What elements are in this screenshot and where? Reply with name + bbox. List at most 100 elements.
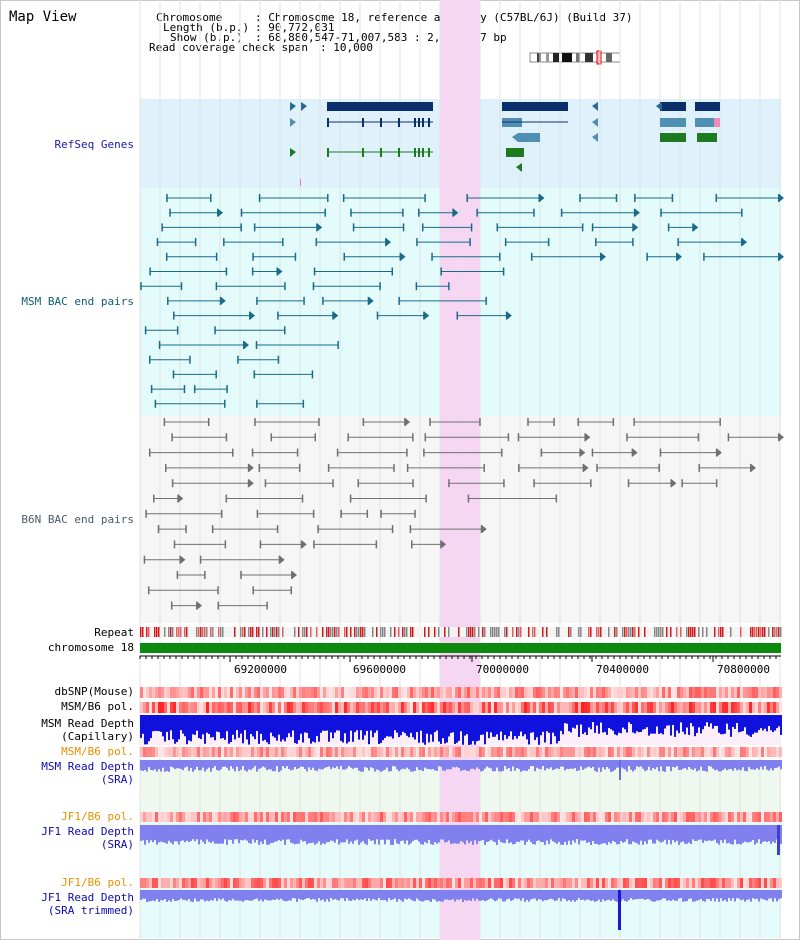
repeat-mark (494, 627, 496, 637)
repeat-mark (638, 627, 640, 637)
msm-pol-cell (452, 702, 455, 713)
msm-bac-end (154, 399, 157, 408)
jf1-pol2-cell (383, 878, 386, 888)
msm-pol-cell (713, 702, 716, 713)
msm-cap-bar (742, 715, 744, 732)
msm-cap-bar (250, 715, 252, 734)
msm-sra-bar (386, 760, 388, 768)
msm-bac-arrow (317, 223, 323, 232)
jf1-trim-bar (340, 890, 342, 899)
msm-pol-cell (395, 702, 398, 713)
msm-pol-cell (209, 702, 212, 713)
jf1-trim-bar (366, 890, 368, 901)
msm-pol2-cell (593, 747, 596, 757)
msm-sra-bar (592, 760, 594, 767)
jf1-read-depth-label: JF1 Read Depth (41, 825, 134, 838)
msm-sra-bar (494, 760, 496, 772)
b6n-bac-arrow (248, 463, 254, 472)
jf1-sra-bar (710, 825, 712, 841)
dbsnp-cell (485, 687, 488, 698)
repeat-mark (356, 627, 358, 637)
msm-pol-cell (641, 702, 644, 713)
msm-sra-bar (376, 760, 378, 770)
jf1-trim-bar (384, 890, 386, 900)
dbsnp-cell (428, 687, 431, 698)
dbsnp-cell (224, 687, 227, 698)
msm-pol-cell (557, 702, 560, 713)
msm-sra-bar (172, 760, 174, 768)
msm-sra-bar (664, 760, 666, 772)
msm-sra-bar (468, 760, 470, 772)
msm-cap-bar (720, 715, 722, 735)
msm-sra-bar (424, 760, 426, 768)
jf1-trim-bar (628, 890, 630, 901)
msm-sra-bar (604, 760, 606, 770)
dbsnp-cell (317, 687, 320, 698)
msm-cap-bar (776, 715, 778, 729)
msm-pol-cell (281, 702, 284, 713)
gene-exon (398, 118, 400, 127)
jf1-pol-cell (647, 812, 650, 822)
jf1-pol2-cell (398, 878, 401, 888)
jf1-trim-bar (288, 890, 290, 901)
b6n-bac-end (749, 463, 752, 472)
dbsnp-cell (620, 687, 623, 698)
repeat-mark (482, 627, 484, 637)
msm-bac-end (469, 238, 471, 247)
jf1-trim-bar (352, 890, 354, 900)
jf1-pol-cell (209, 812, 212, 822)
repeat-mark (740, 627, 742, 637)
b6n-bac-end (393, 463, 395, 472)
msm-cap-bar (172, 715, 174, 740)
msm-bac-end (599, 252, 602, 261)
jf1-sra-bar (478, 825, 480, 842)
msm-sra-bar (710, 760, 712, 767)
jf1-pol-cell (326, 812, 329, 822)
jf1-pol2-cell (353, 878, 356, 888)
jf1-trim-bar (666, 890, 668, 901)
msm-pol-cell (773, 702, 776, 713)
jf1-trim-bar (762, 890, 764, 900)
jf1-pol2-cell (242, 878, 245, 888)
jf1-sra-bar (352, 825, 354, 844)
msm-bac-arrow (634, 208, 640, 217)
jf1-trim-bar (252, 890, 254, 901)
jf1-sra-bar (594, 825, 596, 844)
jf1-sra-bar (624, 825, 626, 842)
jf1-trim-bar (240, 890, 242, 901)
jf1-pol2-cell (656, 878, 659, 888)
msm-pol2-cell (665, 747, 668, 757)
msm-cap-bar (696, 715, 698, 733)
msm-pol-cell (671, 702, 674, 713)
msm-sra-bar (144, 760, 146, 770)
msm-bac-end (504, 238, 507, 247)
msm-cap-bar (694, 715, 696, 737)
msm-sra-bar (724, 760, 726, 769)
msm-pol2-cell (428, 747, 431, 757)
dbsnp-cell (695, 687, 698, 698)
jf1-sra-bar (460, 825, 462, 842)
jf1-sra-bar (668, 825, 670, 840)
msm-sra-bar (244, 760, 246, 771)
gene-block (695, 102, 720, 111)
msm-cap-bar (360, 715, 362, 731)
msm-pol-cell (173, 702, 176, 713)
dbsnp-cell (179, 687, 182, 698)
gene-exon (422, 148, 424, 157)
msm-bac-end (313, 267, 316, 276)
jf1-trim-bar (640, 890, 642, 899)
msm-bac-end (660, 208, 662, 217)
repeat-mark (218, 627, 220, 637)
msm-pol-cell (731, 702, 734, 713)
jf1-pol2-cell (494, 878, 497, 888)
jf1-trim-bar (284, 890, 286, 902)
msm-bac-end (253, 223, 256, 232)
dbsnp-cell (434, 687, 437, 698)
jf1-trim-bar (150, 890, 152, 902)
jf1-sra-bar (418, 825, 420, 842)
jf1-sra-bar (358, 825, 360, 845)
jf1-pol-cell (731, 812, 734, 822)
jf1-pol-cell (344, 812, 347, 822)
jf1-pol-cell (620, 812, 623, 822)
jf1-trim-bar (332, 890, 334, 900)
